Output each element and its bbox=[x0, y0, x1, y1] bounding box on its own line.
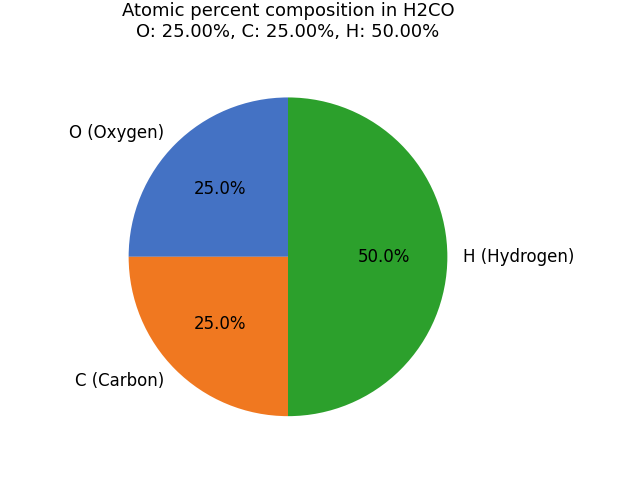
Wedge shape bbox=[129, 257, 288, 416]
Text: O (Oxygen): O (Oxygen) bbox=[69, 124, 164, 142]
Text: 25.0%: 25.0% bbox=[194, 180, 246, 198]
Wedge shape bbox=[288, 97, 447, 416]
Wedge shape bbox=[129, 97, 288, 257]
Text: 50.0%: 50.0% bbox=[357, 248, 410, 266]
Text: H (Hydrogen): H (Hydrogen) bbox=[463, 248, 575, 266]
Text: C (Carbon): C (Carbon) bbox=[75, 372, 164, 390]
Text: 25.0%: 25.0% bbox=[194, 315, 246, 334]
Title: Atomic percent composition in H2CO
O: 25.00%, C: 25.00%, H: 50.00%: Atomic percent composition in H2CO O: 25… bbox=[122, 2, 454, 41]
